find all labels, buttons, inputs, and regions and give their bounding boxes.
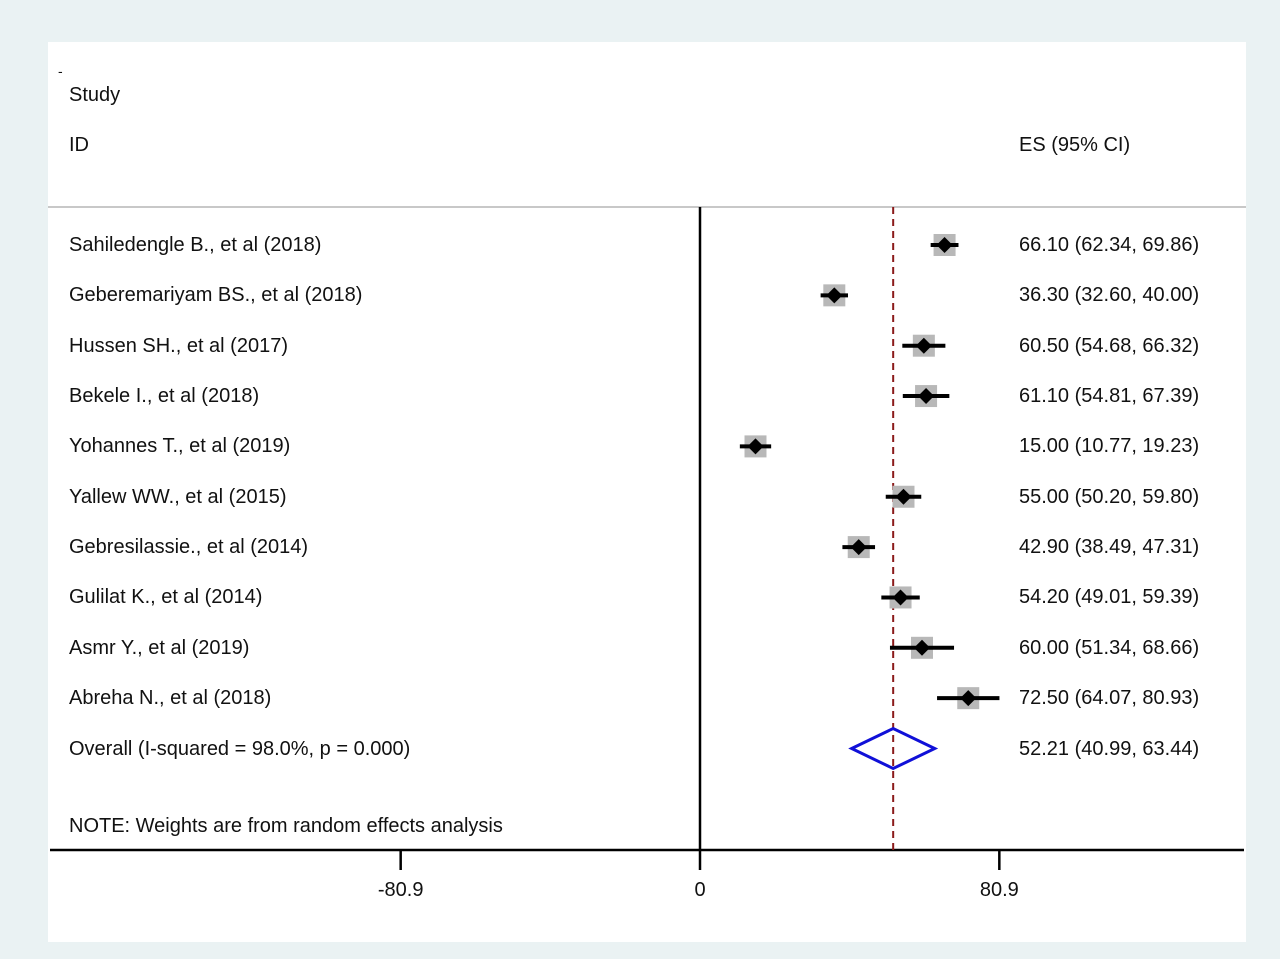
- point-estimate-marker: [747, 438, 764, 455]
- overall-diamond: [848, 726, 939, 771]
- forest-plot: [48, 206, 1246, 870]
- study-es-ci: 72.50 (64.07, 80.93): [1019, 687, 1200, 710]
- study-label: Geberemariyam BS., et al (2018): [69, 284, 363, 307]
- point-estimate-marker: [826, 287, 843, 304]
- header-study: Study: [69, 84, 121, 106]
- overall-label: Overall (I-squared = 98.0%, p = 0.000): [69, 737, 411, 760]
- header-es: ES (95% CI): [1019, 134, 1131, 156]
- study-es-ci: 61.10 (54.81, 67.39): [1019, 385, 1200, 408]
- study-label: Asmr Y., et al (2019): [69, 636, 250, 659]
- study-es-ci: 15.00 (10.77, 19.23): [1019, 435, 1200, 458]
- point-estimate-marker: [936, 237, 953, 253]
- study-label: Abreha N., et al (2018): [69, 687, 272, 710]
- point-estimate-marker: [918, 388, 935, 405]
- x-tick-label: 0: [694, 879, 706, 901]
- study-es-ci: 55.00 (50.20, 59.80): [1019, 485, 1200, 508]
- point-estimate-marker: [914, 639, 930, 656]
- study-es-ci: 66.10 (62.34, 69.86): [1019, 234, 1200, 256]
- x-tick-label: 80.9: [979, 879, 1019, 901]
- point-estimate-marker: [915, 337, 932, 354]
- point-estimate-marker: [895, 488, 912, 505]
- study-label: Yallew WW., et al (2015): [69, 485, 287, 508]
- point-estimate-marker: [960, 690, 977, 707]
- overall-es-ci: 52.21 (40.99, 63.44): [1019, 737, 1200, 760]
- study-es-ci: 60.50 (54.68, 66.32): [1019, 334, 1200, 357]
- note-text: NOTE: Weights are from random effects an…: [69, 815, 503, 837]
- study-label: Hussen SH., et al (2017): [69, 334, 288, 357]
- study-es-ci: 42.90 (38.49, 47.31): [1019, 536, 1200, 559]
- header-id: ID: [69, 134, 89, 156]
- plot-panel: - Study ID ES (95% CI) NOTE: Weights are…: [48, 42, 1246, 942]
- point-estimate-marker: [892, 589, 909, 606]
- corner-mark: -: [58, 63, 63, 79]
- study-label: Gulilat K., et al (2014): [69, 586, 263, 609]
- study-label: Sahiledengle B., et al (2018): [69, 234, 322, 256]
- point-estimate-marker: [850, 539, 867, 556]
- study-label: Yohannes T., et al (2019): [69, 435, 291, 458]
- study-es-ci: 60.00 (51.34, 68.66): [1019, 636, 1200, 659]
- x-tick-label: -80.9: [377, 879, 424, 901]
- study-label: Bekele I., et al (2018): [69, 385, 260, 408]
- study-es-ci: 54.20 (49.01, 59.39): [1019, 586, 1200, 609]
- study-es-ci: 36.30 (32.60, 40.00): [1019, 284, 1200, 307]
- study-label: Gebresilassie., et al (2014): [69, 536, 309, 559]
